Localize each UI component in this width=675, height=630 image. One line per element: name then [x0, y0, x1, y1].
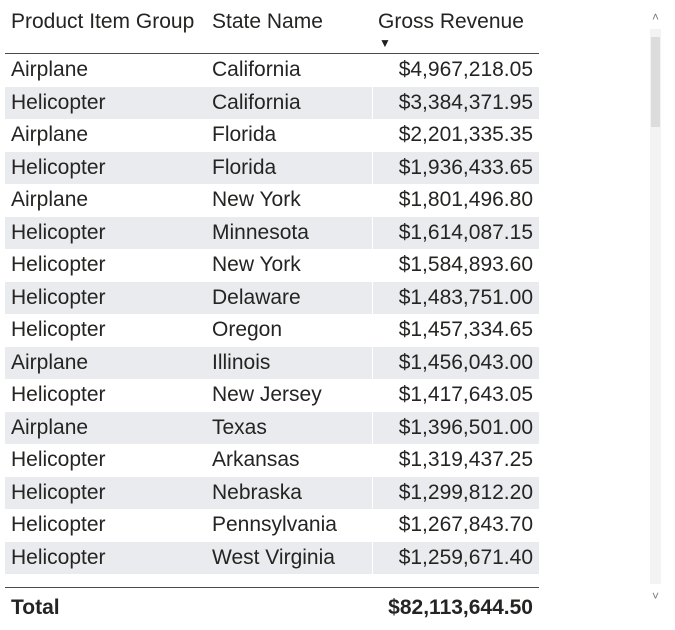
chevron-down-icon[interactable]: ˅	[651, 589, 659, 603]
cell-state-name: Oregon	[212, 318, 283, 341]
cell-product-item-group: Helicopter	[11, 253, 106, 276]
cell-product-item-group: Helicopter	[11, 513, 106, 536]
scrollbar-thumb[interactable]	[651, 37, 660, 127]
cell-gross-revenue: $1,584,893.60	[398, 253, 533, 276]
table-row[interactable]: Airplane Texas $1,396,501.00	[5, 411, 539, 444]
cell-state-name: Nebraska	[212, 480, 302, 504]
cell-state-name: Arkansas	[212, 448, 300, 471]
cell-gross-revenue: $1,801,496.80	[398, 188, 533, 211]
cell-gross-revenue: $1,259,671.40	[372, 541, 533, 574]
cell-state-name: Florida	[212, 123, 277, 146]
cell-state-name: New Jersey	[212, 383, 322, 406]
total-label: Total	[11, 596, 60, 619]
table-row[interactable]: Helicopter New Jersey $1,417,643.05	[5, 379, 539, 412]
cell-state-name: Florida	[212, 155, 277, 179]
total-row: Total $82,113,644.50	[5, 587, 539, 626]
column-header-state-name[interactable]: State Name	[212, 10, 323, 33]
cell-product-item-group: Airplane	[11, 415, 89, 439]
sort-descending-icon[interactable]: ▼	[379, 36, 391, 50]
revenue-table: Product Item Group State Name Gross Reve…	[5, 0, 539, 574]
cell-product-item-group: Helicopter	[11, 318, 106, 341]
cell-state-name: California	[212, 90, 301, 114]
cell-state-name: Illinois	[212, 350, 271, 374]
column-header-gross-revenue[interactable]: Gross Revenue	[378, 10, 524, 33]
table-row[interactable]: Airplane New York $1,801,496.80	[5, 184, 539, 217]
table-header: Product Item Group State Name Gross Reve…	[5, 0, 539, 54]
table-row[interactable]: Helicopter California $3,384,371.95	[5, 86, 539, 119]
cell-product-item-group: Airplane	[11, 123, 89, 146]
vertical-scrollbar[interactable]: ˄ ˅	[650, 5, 661, 608]
table-body: Airplane California $4,967,218.05 Helico…	[5, 54, 539, 574]
cell-product-item-group: Helicopter	[11, 155, 106, 179]
cell-gross-revenue: $2,201,335.35	[398, 123, 533, 146]
cell-product-item-group: Helicopter	[11, 90, 106, 114]
cell-state-name: Minnesota	[212, 220, 309, 244]
cell-state-name: Texas	[212, 415, 267, 439]
table-row[interactable]: Helicopter Arkansas $1,319,437.25	[5, 444, 539, 477]
cell-gross-revenue: $1,396,501.00	[372, 411, 533, 444]
cell-state-name: New York	[212, 188, 301, 211]
cell-product-item-group: Airplane	[11, 188, 89, 211]
table-row[interactable]: Helicopter Florida $1,936,433.65	[5, 151, 539, 184]
cell-gross-revenue: $1,614,087.15	[372, 216, 533, 249]
column-header-product-item-group[interactable]: Product Item Group	[11, 10, 195, 33]
cell-gross-revenue: $1,417,643.05	[398, 383, 533, 406]
cell-gross-revenue: $1,936,433.65	[372, 151, 533, 184]
cell-product-item-group: Helicopter	[11, 220, 106, 244]
cell-gross-revenue: $1,483,751.00	[372, 281, 533, 314]
cell-gross-revenue: $1,456,043.00	[372, 346, 533, 379]
cell-product-item-group: Helicopter	[11, 285, 106, 309]
cell-gross-revenue: $1,457,334.65	[398, 318, 533, 341]
cell-product-item-group: Helicopter	[11, 448, 106, 471]
table-row[interactable]: Helicopter Minnesota $1,614,087.15	[5, 216, 539, 249]
table-row[interactable]: Helicopter Nebraska $1,299,812.20	[5, 476, 539, 509]
table-row[interactable]: Helicopter Pennsylvania $1,267,843.70	[5, 509, 539, 542]
table-row[interactable]: Helicopter New York $1,584,893.60	[5, 249, 539, 282]
table-row[interactable]: Airplane Florida $2,201,335.35	[5, 119, 539, 152]
cell-gross-revenue: $3,384,371.95	[372, 86, 533, 119]
cell-state-name: West Virginia	[212, 545, 335, 569]
table-row[interactable]: Helicopter West Virginia $1,259,671.40	[5, 541, 539, 574]
chevron-up-icon[interactable]: ˄	[651, 10, 659, 24]
cell-gross-revenue: $1,319,437.25	[398, 448, 533, 471]
cell-state-name: Pennsylvania	[212, 513, 337, 536]
cell-product-item-group: Helicopter	[11, 480, 106, 504]
cell-product-item-group: Helicopter	[11, 383, 106, 406]
cell-gross-revenue: $4,967,218.05	[398, 58, 533, 81]
cell-state-name: New York	[212, 253, 301, 276]
table-row[interactable]: Airplane California $4,967,218.05	[5, 54, 539, 87]
cell-product-item-group: Airplane	[11, 58, 89, 81]
cell-product-item-group: Helicopter	[11, 545, 106, 569]
cell-product-item-group: Airplane	[11, 350, 89, 374]
cell-state-name: California	[212, 58, 301, 81]
cell-gross-revenue: $1,267,843.70	[398, 513, 533, 536]
table-row[interactable]: Helicopter Oregon $1,457,334.65	[5, 314, 539, 347]
cell-gross-revenue: $1,299,812.20	[372, 476, 533, 509]
total-gross-revenue: $82,113,644.50	[388, 596, 533, 619]
table-row[interactable]: Airplane Illinois $1,456,043.00	[5, 346, 539, 379]
scrollbar-track[interactable]	[650, 29, 661, 584]
table-row[interactable]: Helicopter Delaware $1,483,751.00	[5, 281, 539, 314]
cell-state-name: Delaware	[212, 285, 301, 309]
